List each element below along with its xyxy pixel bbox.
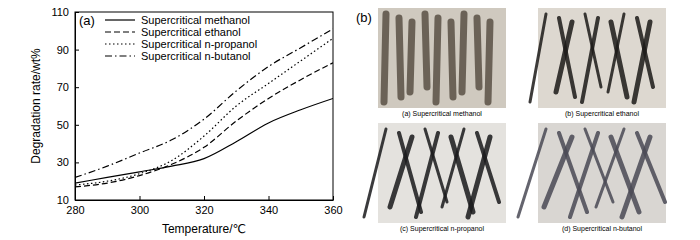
photo-strip bbox=[544, 137, 572, 207]
photo-strip bbox=[634, 22, 650, 102]
y-axis: 10 30 50 70 90 110 bbox=[51, 6, 79, 206]
y-tick-mark bbox=[75, 162, 79, 163]
x-tick: 340 bbox=[260, 196, 278, 216]
x-tick-label: 340 bbox=[260, 204, 278, 216]
photo-caption: (a) Supercritical methanol bbox=[402, 110, 482, 118]
y-tick-mark bbox=[75, 200, 79, 201]
series-line bbox=[75, 38, 333, 185]
series-line bbox=[75, 63, 333, 187]
photo-strip bbox=[399, 18, 401, 97]
y-tick: 50 bbox=[57, 119, 79, 131]
series-line bbox=[75, 29, 333, 178]
photo: (b) Supercritical ethanol bbox=[530, 8, 666, 118]
y-tick-label: 90 bbox=[57, 44, 69, 56]
y-tick-mark bbox=[75, 87, 79, 88]
y-tick: 110 bbox=[51, 6, 79, 18]
photo-caption: (b) Supercritical ethanol bbox=[565, 110, 639, 118]
photo-strip bbox=[608, 14, 624, 92]
photo-strip bbox=[570, 133, 598, 217]
x-tick-mark bbox=[333, 196, 334, 200]
legend: Supercritical methanolSupercritical etha… bbox=[105, 14, 257, 62]
photo-strip bbox=[596, 129, 624, 207]
plot-frame bbox=[75, 12, 333, 200]
x-tick: 320 bbox=[195, 196, 213, 216]
y-tick-label: 50 bbox=[57, 119, 69, 131]
x-tick-mark bbox=[269, 196, 270, 200]
photo: (d) Supercritical n-butanol bbox=[518, 123, 666, 233]
y-axis-title: Degradation rate/wt% bbox=[29, 48, 43, 164]
legend-swatch bbox=[105, 55, 135, 56]
legend-swatch bbox=[105, 19, 135, 20]
x-tick-mark bbox=[204, 196, 205, 200]
photo-strip bbox=[488, 22, 490, 102]
y-tick: 90 bbox=[57, 44, 79, 56]
x-axis-title: Temperature/℃ bbox=[162, 222, 246, 236]
y-tick-label: 70 bbox=[57, 81, 69, 93]
photo-strip bbox=[442, 129, 464, 207]
legend-swatch bbox=[105, 31, 135, 32]
photo: (c) Supercritical n-propanol bbox=[364, 123, 506, 233]
legend-label: Supercritical methanol bbox=[141, 14, 250, 26]
photo-strip bbox=[410, 22, 412, 92]
photo-strip bbox=[462, 14, 464, 92]
y-axis-line bbox=[75, 13, 76, 201]
photo-strip bbox=[364, 129, 386, 217]
photo-panel: (b) (a) Supercritical methanol (b) Supercr… bbox=[356, 8, 666, 233]
plot-area bbox=[75, 29, 333, 187]
panel-label: (a) bbox=[79, 13, 95, 28]
photo-strip bbox=[425, 14, 427, 87]
x-tick-label: 320 bbox=[195, 204, 213, 216]
x-tick-label: 300 bbox=[131, 204, 149, 216]
legend-label: Supercritical n-butanol bbox=[141, 50, 250, 62]
photo-strip bbox=[622, 137, 650, 217]
photo-caption: (c) Supercritical n-propanol bbox=[400, 225, 484, 233]
figure: 280 300 320 340 360 10 30 50 70 90 110 Temperature/… bbox=[0, 0, 700, 240]
photo-caption: (d) Supercritical n-butanol bbox=[562, 225, 643, 233]
photo-strip bbox=[518, 129, 546, 217]
legend-label: Supercritical n-propanol bbox=[141, 38, 257, 50]
photo-strip bbox=[436, 18, 438, 102]
photo-background bbox=[538, 8, 666, 108]
y-tick: 30 bbox=[57, 156, 79, 168]
x-tick: 360 bbox=[324, 196, 342, 216]
photo-background bbox=[378, 123, 506, 223]
photo-strip bbox=[582, 18, 598, 102]
photo-background bbox=[378, 8, 506, 108]
photo-strip bbox=[477, 18, 479, 87]
x-axis: 280 300 320 340 360 bbox=[66, 196, 342, 216]
x-tick-label: 360 bbox=[324, 204, 342, 216]
photo-background bbox=[538, 123, 666, 223]
photo-strip bbox=[556, 22, 572, 92]
x-tick-mark bbox=[140, 196, 141, 200]
photo-strip bbox=[530, 14, 546, 102]
photo-strip bbox=[384, 14, 386, 102]
photo-strip bbox=[416, 133, 438, 217]
panel-label: (b) bbox=[356, 10, 372, 25]
x-axis-line bbox=[76, 200, 334, 201]
x-tick: 300 bbox=[131, 196, 149, 216]
photo-strip bbox=[451, 137, 473, 212]
y-tick: 10 bbox=[57, 194, 79, 206]
y-tick-mark bbox=[75, 125, 79, 126]
photo-strip bbox=[390, 137, 412, 207]
y-tick-label: 110 bbox=[51, 6, 69, 18]
photo: (a) Supercritical methanol bbox=[378, 8, 506, 118]
series-line bbox=[75, 98, 333, 183]
y-tick: 70 bbox=[57, 81, 79, 93]
y-tick-mark bbox=[75, 50, 79, 51]
legend-swatch bbox=[105, 43, 135, 44]
legend-label: Supercritical ethanol bbox=[141, 26, 241, 38]
y-tick-label: 30 bbox=[57, 156, 69, 168]
y-tick-label: 10 bbox=[57, 194, 69, 206]
photo-strip bbox=[468, 137, 490, 217]
x-tick-label: 280 bbox=[66, 204, 84, 216]
photo-strip bbox=[451, 22, 453, 97]
